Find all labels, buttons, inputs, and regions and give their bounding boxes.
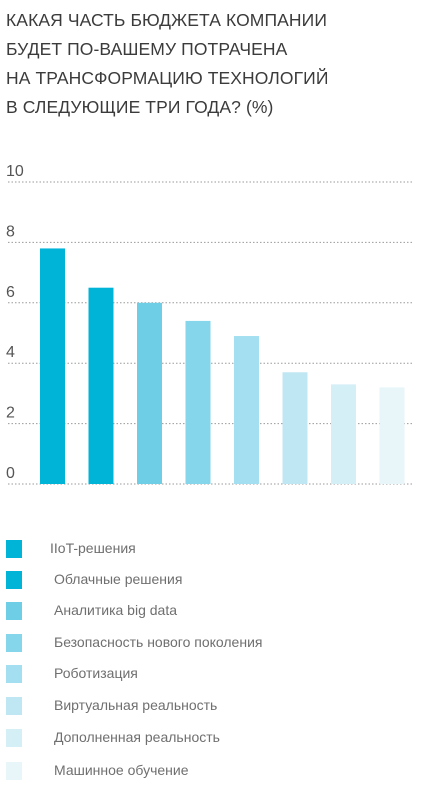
y-tick-label-6: 6 bbox=[6, 284, 15, 301]
legend-swatch bbox=[6, 697, 22, 715]
grid-lines bbox=[8, 181, 414, 485]
legend-swatch bbox=[6, 729, 22, 747]
legend-item: Роботизация bbox=[0, 661, 433, 683]
y-tick-label-0: 0 bbox=[6, 465, 15, 482]
bar-3 bbox=[137, 302, 162, 484]
title-line-3: НА ТРАНСФОРМАЦИЮ ТЕХНОЛОГИЙ bbox=[6, 68, 329, 88]
y-tick-label-2: 2 bbox=[6, 405, 15, 422]
bar-1 bbox=[40, 248, 65, 484]
legend-swatch bbox=[6, 762, 22, 780]
bar-7 bbox=[331, 384, 356, 484]
legend-item: Аналитика big data bbox=[0, 598, 433, 620]
legend-item: Дополненная реальность bbox=[0, 725, 433, 747]
legend-label: Дополненная реальность bbox=[54, 729, 220, 745]
title-line-4: В СЛЕДУЮЩИЕ ТРИ ГОДА? (%) bbox=[6, 97, 274, 117]
y-tick-labels: 0 2 4 6 8 10 bbox=[6, 163, 24, 482]
legend-swatch bbox=[6, 571, 22, 589]
bar-6 bbox=[282, 372, 308, 484]
bar-2 bbox=[88, 287, 114, 484]
title-line-2: БУДЕТ ПО-ВАШЕМУ ПОТРАЧЕНА bbox=[6, 39, 288, 59]
legend-item: Машинное обучение bbox=[0, 758, 433, 780]
legend-swatch bbox=[6, 665, 22, 683]
legend-swatch bbox=[6, 602, 22, 620]
bar-chart: 0 2 4 6 8 10 bbox=[6, 163, 414, 485]
legend-label: Аналитика big data bbox=[54, 602, 178, 618]
legend-swatch bbox=[6, 634, 22, 652]
bar-8 bbox=[379, 387, 405, 484]
bars bbox=[40, 248, 405, 484]
bar-5 bbox=[234, 336, 259, 484]
title-line-1: КАКАЯ ЧАСТЬ БЮДЖЕТА КОМПАНИИ bbox=[6, 10, 328, 30]
legend-label: Облачные решения bbox=[54, 571, 183, 587]
legend-label: IIoT-решения bbox=[50, 540, 136, 556]
bar-4 bbox=[185, 320, 211, 484]
legend-swatch bbox=[6, 540, 22, 558]
legend-item: Виртуальная реальность bbox=[0, 693, 433, 715]
legend-label: Безопасность нового поколения bbox=[54, 634, 263, 650]
y-tick-label-4: 4 bbox=[6, 344, 15, 361]
legend-label: Роботизация bbox=[54, 665, 138, 681]
legend-label: Машинное обучение bbox=[54, 762, 189, 778]
y-tick-label-10: 10 bbox=[6, 163, 24, 180]
legend-item: IIoT-решения bbox=[0, 536, 433, 558]
legend-item: Облачные решения bbox=[0, 567, 433, 589]
y-tick-label-8: 8 bbox=[6, 223, 15, 240]
legend-label: Виртуальная реальность bbox=[54, 697, 218, 713]
legend-item: Безопасность нового поколения bbox=[0, 630, 433, 652]
chart-title: КАКАЯ ЧАСТЬ БЮДЖЕТА КОМПАНИИ БУДЕТ ПО-ВА… bbox=[6, 6, 426, 122]
